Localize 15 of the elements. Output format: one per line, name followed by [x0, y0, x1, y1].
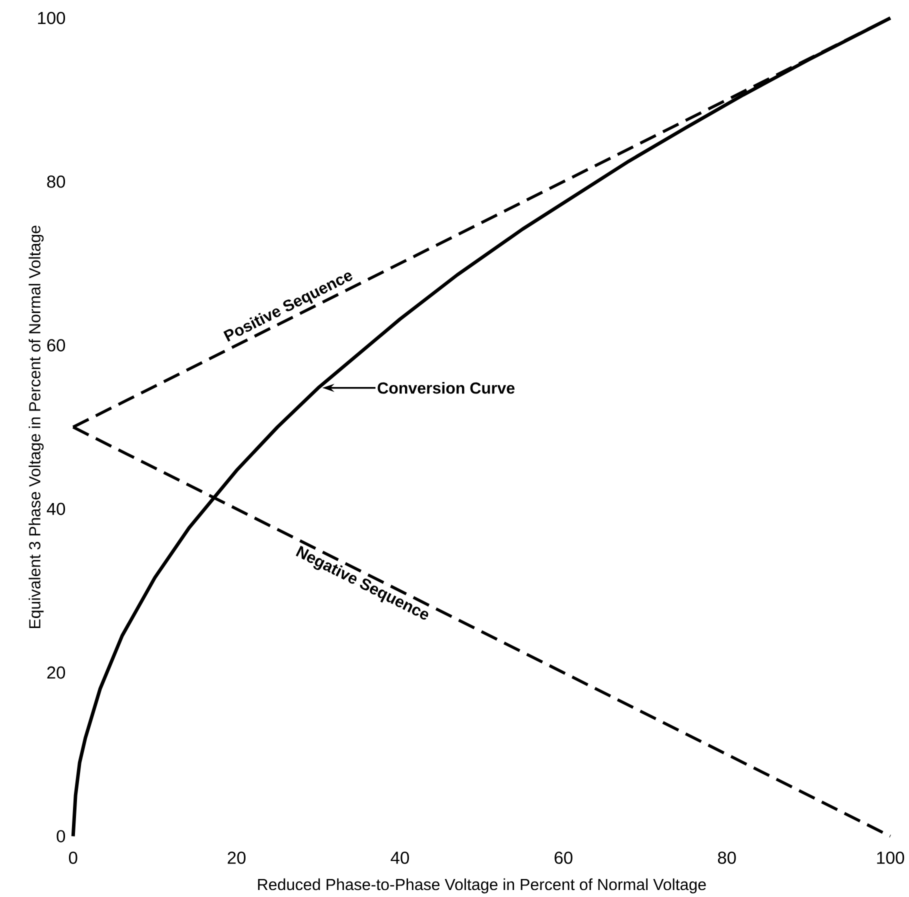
y-tick-label: 20 — [47, 666, 66, 679]
y-axis-title: Equivalent 3 Phase Voltage in Percent of Normal Voltage — [28, 226, 44, 628]
x-tick-label: 80 — [718, 851, 736, 864]
x-axis-title: Reduced Phase-to-Phase Voltage in Percent of Normal Voltage — [258, 878, 706, 894]
x-tick-label: 40 — [390, 851, 409, 864]
legend-label: Conversion Curve — [378, 382, 515, 394]
x-tick-label: 0 — [68, 851, 78, 864]
y-tick-label: 0 — [56, 830, 66, 842]
y-tick-label: 100 — [38, 12, 66, 24]
y-tick-label: 60 — [47, 338, 66, 352]
x-tick-label: 100 — [877, 851, 904, 864]
x-tick-label: 20 — [228, 851, 246, 864]
x-tick-label: 60 — [554, 851, 572, 864]
y-tick-label: 80 — [47, 175, 66, 188]
y-tick-label: 40 — [46, 502, 66, 515]
